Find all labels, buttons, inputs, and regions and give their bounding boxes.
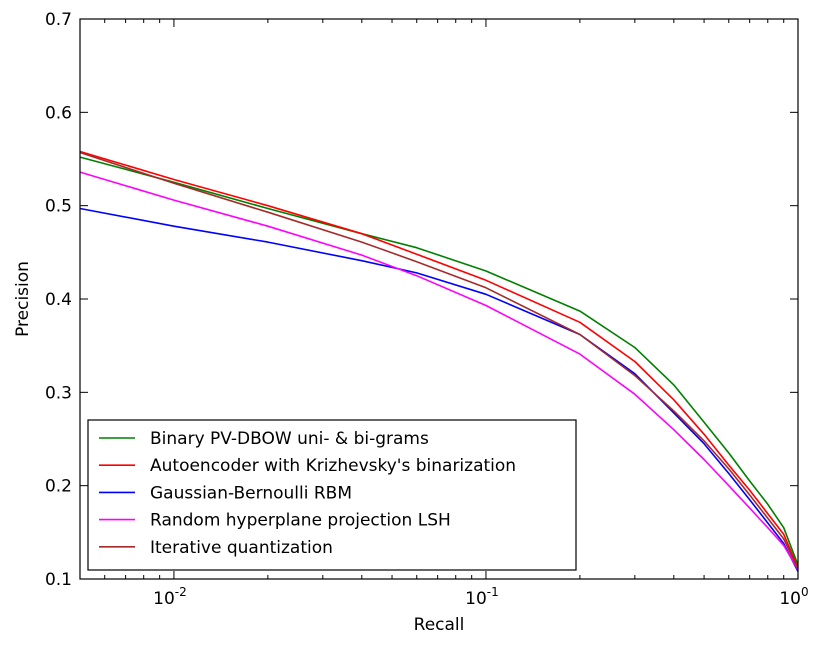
legend-label-1: Binary PV-DBOW uni- & bi-grams bbox=[150, 429, 429, 449]
y-tick-label: 0.3 bbox=[45, 383, 72, 403]
y-tick-label: 0.2 bbox=[45, 477, 72, 497]
y-tick-label: 0.4 bbox=[45, 290, 72, 310]
series-line-5 bbox=[79, 151, 799, 570]
y-tick-label: 0.5 bbox=[45, 197, 72, 217]
legend-items: Binary PV-DBOW uni- & bi-grams Autoencode… bbox=[99, 429, 516, 558]
series-line-2 bbox=[79, 150, 799, 569]
legend-label-2: Autoencoder with Krizhevsky's binarizati… bbox=[150, 456, 516, 476]
x-tick-label: 10-1 bbox=[465, 585, 499, 609]
legend: Binary PV-DBOW uni- & bi-grams Autoencode… bbox=[87, 419, 577, 571]
ticks-layer: 0.1 0.2 0.3 0.4 0.5 0.6 0.7 10-2 10-1 100 bbox=[45, 10, 809, 609]
legend-label-3: Gaussian-Bernoulli RBM bbox=[150, 483, 352, 503]
series-layer bbox=[79, 150, 799, 572]
y-tick-label: 0.1 bbox=[45, 570, 72, 590]
legend-label-5: Iterative quantization bbox=[150, 538, 333, 558]
y-tick-label: 0.6 bbox=[45, 103, 72, 123]
x-tick-label: 10-2 bbox=[153, 585, 187, 609]
series-line-1 bbox=[79, 156, 799, 566]
legend-box bbox=[87, 419, 577, 571]
series-line-3 bbox=[79, 207, 799, 572]
x-tick-label: 100 bbox=[779, 585, 808, 609]
legend-label-4: Random hyperplane projection LSH bbox=[150, 511, 451, 531]
y-tick-label: 0.7 bbox=[45, 10, 72, 30]
series-line-4 bbox=[79, 171, 799, 571]
y-axis-label: Precision bbox=[13, 261, 33, 337]
x-axis-label: Recall bbox=[414, 615, 465, 635]
